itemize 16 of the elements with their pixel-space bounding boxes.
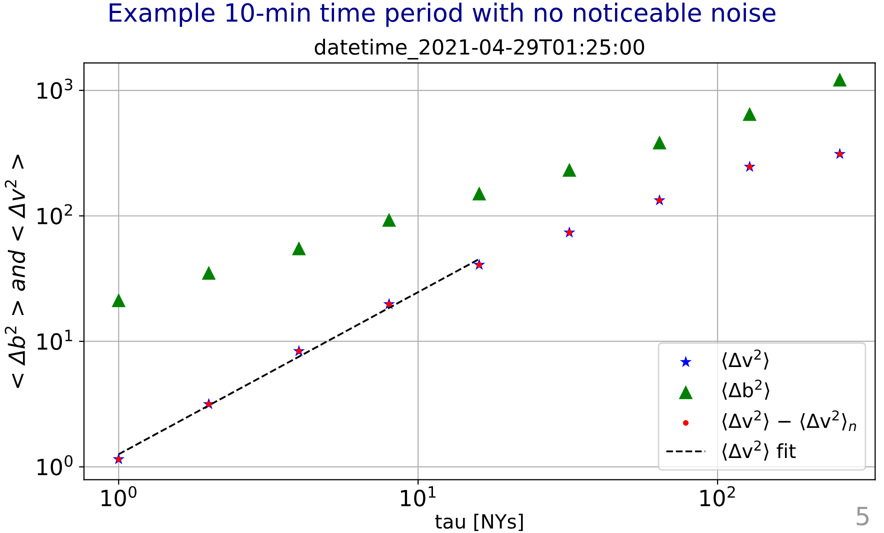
legend-label: ⟨Δv$^{2}$⟩ (722, 349, 768, 370)
chart-title: Example 10-min time period with no noticeable noise (110, 2, 776, 27)
text: 5 (856, 506, 869, 526)
x-tick-label: 10$^{0}$ (102, 486, 136, 506)
legend-label: ⟨Δv$^{2}$⟩ fit (722, 440, 796, 461)
y-tick-label: 10$^{0}$ (38, 455, 72, 476)
legend-label: ⟨Δb$^{2}$⟩ (722, 380, 770, 400)
x-tick-label: 10$^{1}$ (400, 486, 436, 506)
y-tick-label: 10$^{1}$ (38, 330, 72, 350)
y-axis-title: < Δb$^{2}$ > and < Δv$^{2}$ > (4, 154, 26, 388)
x-axis-title: tau [NYs] (435, 514, 523, 532)
chart-subtitle: datetime_2021-04-29T01:25:00 (314, 38, 644, 60)
y-tick-label: 10$^{3}$ (38, 78, 72, 99)
y-tick-label: 10$^{2}$ (38, 204, 72, 224)
legend-label: ⟨Δv$^{2}$⟩ − ⟨Δv$^{2}$⟩$_{n}$ (722, 410, 856, 432)
x-tick-label: 10$^{2}$ (700, 486, 735, 506)
